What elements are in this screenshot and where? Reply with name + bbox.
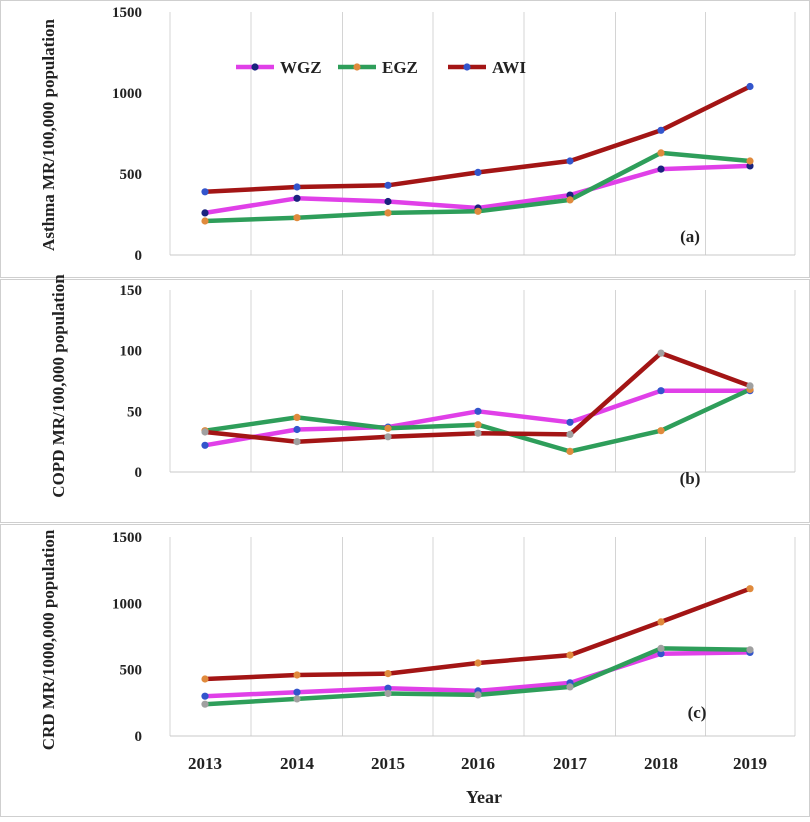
legend-label-egz: EGZ [382, 58, 418, 77]
y-tick-label: 1500 [112, 5, 142, 21]
y-tick-label: 1000 [112, 596, 142, 612]
y-tick-label: 500 [120, 167, 143, 183]
data-point-awi [293, 438, 301, 446]
data-point-awi [474, 659, 482, 667]
data-point-egz [384, 689, 392, 698]
data-point-egz [201, 217, 209, 225]
x-tick-label: 2017 [553, 754, 588, 773]
panel-tag: (b) [680, 469, 701, 488]
legend: WGZ EGZ AWI [236, 58, 526, 77]
data-point-awi [293, 183, 301, 191]
data-point-egz [293, 214, 301, 222]
data-point-wgz [657, 165, 665, 173]
axes [170, 254, 795, 737]
data-point-awi [746, 82, 754, 91]
data-point-wgz [293, 688, 301, 696]
y-axis-title: CRD MR/1000,000 population [39, 529, 58, 750]
y-tick-label: 0 [135, 248, 143, 264]
data-point-egz [657, 644, 665, 653]
data-point-egz [201, 700, 209, 708]
panel-tag: (a) [680, 227, 700, 246]
data-point-awi [746, 585, 754, 593]
data-point-egz [474, 207, 482, 215]
data-point-awi [657, 618, 665, 626]
data-point-egz [293, 413, 301, 421]
data-point-awi [384, 670, 392, 678]
data-point-egz [566, 196, 574, 204]
data-point-egz [657, 149, 665, 157]
y-tick-label: 500 [120, 663, 143, 679]
data-point-awi [746, 382, 754, 390]
data-point-awi [474, 429, 482, 437]
data-point-awi [293, 671, 301, 679]
data-point-wgz [474, 407, 482, 415]
data-point-awi [474, 168, 482, 176]
data-point-egz [566, 683, 574, 691]
legend-label-wgz: WGZ [280, 58, 322, 77]
data-point-awi [657, 126, 665, 134]
data-point-egz [657, 427, 665, 435]
x-tick-label: 2016 [461, 754, 495, 773]
y-tick-label: 150 [120, 283, 143, 299]
y-axis-title: Asthma MR/100,000 population [39, 19, 58, 251]
data-point-wgz [293, 194, 301, 202]
panel-tag: (c) [688, 703, 707, 722]
data-point-awi [201, 428, 209, 436]
data-point-wgz [201, 692, 209, 700]
x-tick-label: 2013 [188, 754, 222, 773]
data-point-awi [384, 181, 392, 189]
y-tick-label: 0 [135, 729, 143, 745]
x-tick-label: 2014 [280, 754, 315, 773]
data-point-egz [746, 157, 754, 165]
data-point-wgz [384, 197, 392, 206]
y-tick-label: 1000 [112, 86, 142, 102]
x-axis-title: Year [466, 787, 502, 807]
x-tick-label: 2019 [733, 754, 767, 773]
data-point-egz [474, 421, 482, 429]
y-tick-label: 0 [135, 465, 143, 481]
data-point-egz [746, 646, 754, 654]
data-point-egz [474, 691, 482, 699]
data-point-wgz [293, 425, 301, 434]
y-tick-label: 50 [127, 404, 142, 420]
x-tick-label: 2015 [371, 754, 405, 773]
data-point-egz [384, 209, 392, 217]
y-tick-label: 100 [120, 344, 143, 360]
legend-marker-egz [353, 63, 361, 71]
data-point-awi [201, 188, 209, 196]
data-point-wgz [201, 209, 209, 217]
legend-marker-wgz [251, 63, 259, 71]
legend-marker-awi [463, 63, 471, 71]
data-point-awi [566, 651, 574, 659]
data-point-egz [384, 424, 392, 432]
data-point-wgz [201, 441, 209, 449]
data-point-wgz [657, 650, 665, 658]
data-point-awi [201, 675, 209, 683]
y-tick-label: 1500 [112, 530, 142, 546]
data-point-awi [657, 349, 665, 357]
data-point-wgz [657, 387, 665, 395]
data-point-awi [566, 157, 574, 165]
data-point-egz [293, 695, 301, 703]
data-point-egz [566, 447, 574, 455]
data-point-awi [384, 433, 392, 441]
series-lines [201, 82, 754, 708]
x-tick-label: 2018 [644, 754, 678, 773]
data-point-awi [566, 430, 574, 438]
data-point-wgz [384, 684, 392, 692]
gridlines [169, 12, 796, 736]
series-line-awi [202, 84, 753, 195]
data-point-wgz [566, 418, 574, 426]
y-axis-title: COPD MR/100,000 population [49, 274, 68, 498]
legend-label-awi: AWI [492, 58, 526, 77]
